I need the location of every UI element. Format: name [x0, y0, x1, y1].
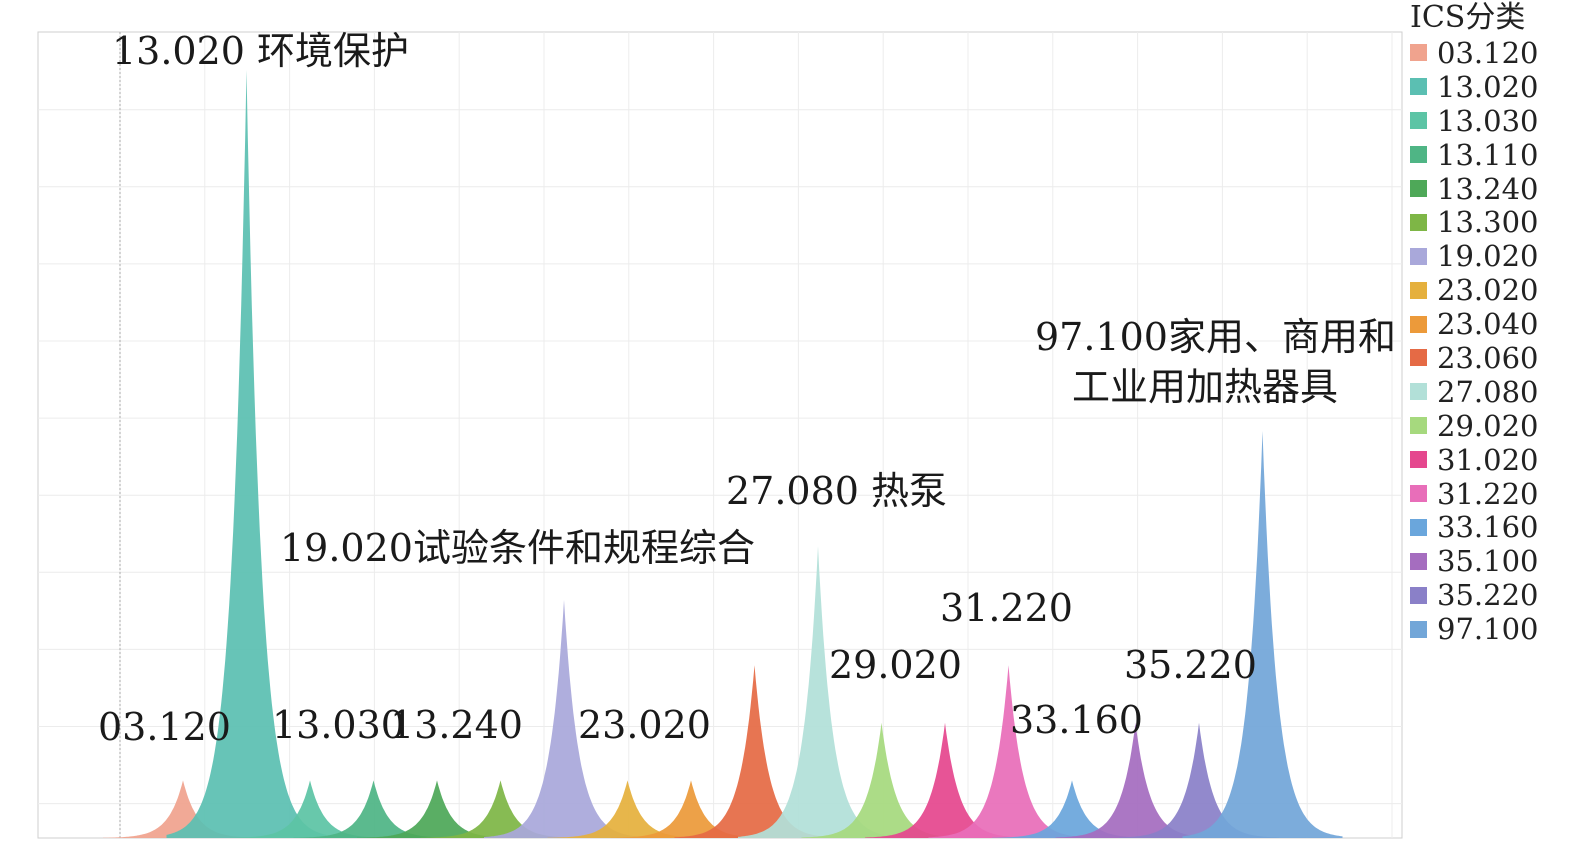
- legend-swatch: [1410, 78, 1427, 96]
- peak-label-29.020: 29.020: [829, 643, 962, 687]
- peak-29.020: [801, 722, 962, 838]
- legend-label: 97.100: [1437, 612, 1539, 647]
- peak-label-13.240: 13.240: [390, 703, 523, 747]
- legend-label: 23.020: [1437, 273, 1539, 308]
- legend-item: 13.030: [1410, 104, 1570, 138]
- legend-label: 31.220: [1437, 476, 1539, 511]
- legend-label: 13.020: [1437, 69, 1539, 104]
- legend-swatch: [1410, 383, 1427, 401]
- legend-item: 35.100: [1410, 544, 1570, 578]
- legend-title: ICS分类: [1410, 0, 1526, 35]
- peak-03.120: [103, 780, 263, 838]
- peak-label-27.080: 27.080 热泵: [726, 469, 947, 513]
- peak-27.080: [738, 546, 898, 838]
- peak-31.020: [865, 722, 1025, 838]
- legend-swatch: [1410, 112, 1427, 130]
- peak-97.100: [1182, 431, 1343, 838]
- peak-35.220: [1119, 722, 1279, 838]
- peak-label-19.020: 19.020试验条件和规程综合: [280, 526, 755, 570]
- legend-swatch: [1410, 620, 1427, 638]
- legend-swatch: [1410, 349, 1427, 367]
- peak-19.020: [484, 599, 644, 838]
- legend-swatch: [1410, 586, 1427, 604]
- peak-13.300: [420, 780, 581, 838]
- legend-label: 29.020: [1437, 408, 1539, 443]
- peak-13.020: [166, 70, 327, 838]
- legend-item: 97.100: [1410, 612, 1570, 646]
- peak-35.100: [1055, 722, 1216, 838]
- legend-item: 13.240: [1410, 172, 1570, 206]
- peak-label-13.030: 13.030: [272, 703, 405, 747]
- legend-label: 35.100: [1437, 544, 1539, 579]
- legend-label: 13.240: [1437, 171, 1539, 206]
- legend-item: 19.020: [1410, 239, 1570, 273]
- grid-lines: [37, 31, 1403, 839]
- peak-13.110: [293, 780, 454, 838]
- peak-13.030: [230, 780, 390, 838]
- legend-item: 33.160: [1410, 510, 1570, 544]
- legend-label: 31.020: [1437, 442, 1539, 477]
- legend-item: 23.020: [1410, 273, 1570, 307]
- legend-label: 23.040: [1437, 307, 1539, 342]
- peak-label-31.220: 31.220: [940, 586, 1073, 630]
- peak-23.040: [611, 780, 771, 838]
- legend-label: 23.060: [1437, 340, 1539, 375]
- legend-item: 23.060: [1410, 341, 1570, 375]
- legend-label: 13.110: [1437, 137, 1539, 172]
- legend-swatch: [1410, 451, 1427, 469]
- legend-label: 33.160: [1437, 510, 1539, 545]
- peak-label-03.120: 03.120: [98, 705, 231, 749]
- legend-swatch: [1410, 213, 1427, 231]
- peak-13.240: [357, 780, 517, 838]
- peak-label-97.100: 工业用加热器具: [1072, 365, 1338, 409]
- peak-31.220: [928, 665, 1089, 838]
- legend-label: 35.220: [1437, 578, 1539, 613]
- legend-swatch: [1410, 146, 1427, 164]
- peak-label-97.100: 97.100家用、商用和: [1035, 315, 1396, 359]
- peak-33.160: [992, 780, 1152, 838]
- legend-item: 03.120: [1410, 36, 1570, 70]
- legend-label: 13.300: [1437, 205, 1539, 240]
- legend-label: 03.120: [1437, 35, 1539, 70]
- legend-item: 13.300: [1410, 205, 1570, 239]
- peak-label-35.220: 35.220: [1124, 643, 1257, 687]
- peak-23.060: [674, 665, 835, 838]
- legend-swatch: [1410, 180, 1427, 197]
- peak-areas: [103, 70, 1343, 838]
- legend-item: 29.020: [1410, 409, 1570, 443]
- peak-label-23.020: 23.020: [578, 703, 711, 747]
- peak-label-13.020: 13.020 环境保护: [112, 29, 409, 73]
- legend-items: 03.120 13.020 13.030 13.110 13.240 13.300 19.0…: [1410, 36, 1570, 646]
- legend-item: 13.020: [1410, 70, 1570, 104]
- peak-labels: 13.020 环境保护 19.020试验条件和规程综合 27.080 热泵 97.10…: [98, 29, 1396, 749]
- legend-item: 31.220: [1410, 477, 1570, 511]
- legend-swatch: [1410, 552, 1427, 570]
- legend-swatch: [1410, 281, 1427, 299]
- legend-label: 19.020: [1437, 239, 1539, 274]
- peak-label-33.160: 33.160: [1010, 698, 1143, 742]
- legend-swatch: [1410, 485, 1427, 503]
- legend-swatch: [1410, 518, 1427, 536]
- legend-label: 27.080: [1437, 374, 1539, 409]
- legend-item: 27.080: [1410, 375, 1570, 409]
- legend-swatch: [1410, 44, 1427, 62]
- legend-item: 35.220: [1410, 578, 1570, 612]
- legend-label: 13.030: [1437, 103, 1539, 138]
- legend-swatch: [1410, 417, 1427, 435]
- legend: ICS分类 03.120 13.020 13.030 13.110 13.240 13.3…: [1410, 0, 1570, 646]
- legend-item: 31.020: [1410, 443, 1570, 477]
- legend-swatch: [1410, 315, 1427, 333]
- peak-23.020: [547, 780, 708, 838]
- legend-item: 13.110: [1410, 138, 1570, 172]
- legend-item: 23.040: [1410, 307, 1570, 341]
- legend-swatch: [1410, 247, 1427, 265]
